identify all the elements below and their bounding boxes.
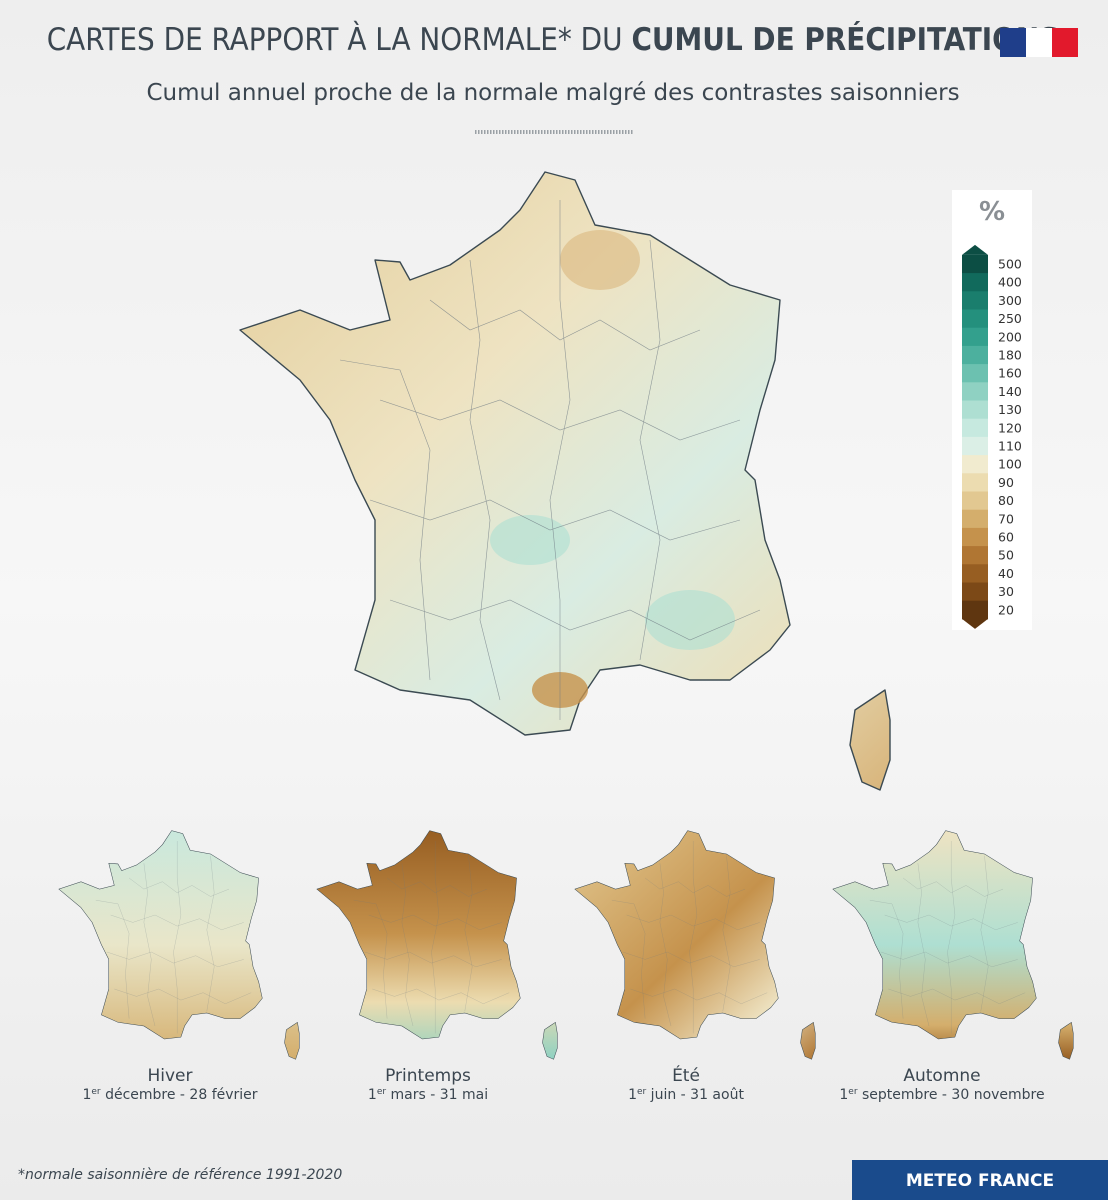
- legend-arrow-top: [962, 244, 988, 255]
- legend-tick-label: 30: [998, 584, 1014, 599]
- season-dates: 1er décembre - 28 février: [82, 1087, 257, 1103]
- title: CARTES DE RAPPORT À LA NORMALE* DU CUMUL…: [47, 22, 1060, 58]
- legend-tick-label: 80: [998, 493, 1014, 508]
- legend-swatch: [962, 364, 988, 383]
- legend-tick-label: 70: [998, 511, 1014, 526]
- legend-tick-label: 180: [998, 348, 1022, 363]
- season-period: juin - 31 août: [646, 1087, 744, 1103]
- legend-swatch: [962, 582, 988, 602]
- legend-swatch: [962, 291, 988, 310]
- logo: METEO FRANCE: [906, 1171, 1054, 1191]
- season-ordinal: er: [377, 1087, 387, 1097]
- season-name: Été: [672, 1064, 700, 1086]
- season-period: septembre - 30 novembre: [858, 1087, 1045, 1103]
- season-name: Printemps: [385, 1066, 471, 1086]
- legend-swatch: [962, 400, 988, 420]
- legend-tick-label: 110: [998, 439, 1022, 454]
- legend-swatch: [962, 309, 988, 329]
- legend-tick-label: 40: [998, 566, 1014, 581]
- legend: 500 400 300 250 200 180 160 140 130 120 110 100 90 80…: [962, 244, 1022, 629]
- season-ordinal: er: [91, 1087, 101, 1097]
- season-name: Hiver: [147, 1066, 192, 1086]
- legend-swatch: [962, 382, 988, 401]
- season-day: 1: [82, 1087, 91, 1103]
- legend-swatch: [962, 254, 988, 274]
- season-day: 1: [368, 1087, 377, 1103]
- legend-swatch: [962, 527, 988, 547]
- legend-swatch: [962, 546, 988, 565]
- legend-swatch: [962, 473, 988, 492]
- legend-tick-label: 60: [998, 530, 1014, 545]
- legend-tick-label: 100: [998, 457, 1022, 472]
- logo-box: [852, 1160, 1108, 1200]
- legend-tick-label: 120: [998, 420, 1022, 435]
- season-day: 1: [839, 1087, 848, 1103]
- legend-swatch: [962, 345, 988, 365]
- season-period: décembre - 28 février: [101, 1087, 258, 1103]
- legend-arrow-bottom: [962, 618, 988, 629]
- season-ordinal: er: [848, 1087, 858, 1097]
- subtitle: Cumul annuel proche de la normale malgré…: [146, 80, 959, 106]
- main-map: [239, 171, 891, 791]
- legend-unit: %: [979, 197, 1005, 227]
- legend-swatch: [962, 600, 988, 620]
- season-dates: 1er septembre - 30 novembre: [839, 1087, 1044, 1103]
- legend-tick-label: 140: [998, 384, 1022, 399]
- legend-tick-label: 200: [998, 329, 1022, 344]
- legend-tick-label: 20: [998, 602, 1014, 617]
- legend-swatch: [962, 436, 988, 456]
- legend-swatch: [962, 327, 988, 347]
- legend-swatch: [962, 491, 988, 511]
- legend-tick-label: 160: [998, 366, 1022, 381]
- legend-swatch: [962, 509, 988, 529]
- legend-swatch: [962, 273, 988, 292]
- legend-tick-label: 400: [998, 275, 1022, 290]
- season-dates: 1er juin - 31 août: [628, 1087, 744, 1103]
- title-bold: CUMUL DE PRÉCIPITATIONS: [631, 22, 1059, 58]
- legend-swatch: [962, 455, 988, 474]
- season-ordinal: er: [637, 1087, 647, 1097]
- title-light: CARTES DE RAPPORT À LA NORMALE* DU: [47, 22, 632, 58]
- season-name: Automne: [903, 1066, 980, 1086]
- season-period: mars - 31 mai: [386, 1087, 488, 1103]
- legend-tick-label: 250: [998, 311, 1022, 326]
- legend-tick-label: 50: [998, 548, 1014, 563]
- legend-tick-label: 500: [998, 257, 1022, 272]
- flag: [1000, 28, 1078, 57]
- legend-swatch: [962, 564, 988, 583]
- footnote: *normale saisonnière de référence 1991-2…: [18, 1167, 342, 1183]
- legend-tick-label: 130: [998, 402, 1022, 417]
- legend-tick-label: 90: [998, 475, 1014, 490]
- legend-tick-label: 300: [998, 293, 1022, 308]
- legend-swatch: [962, 418, 988, 438]
- season-day: 1: [628, 1087, 637, 1103]
- season-dates: 1er mars - 31 mai: [368, 1087, 488, 1103]
